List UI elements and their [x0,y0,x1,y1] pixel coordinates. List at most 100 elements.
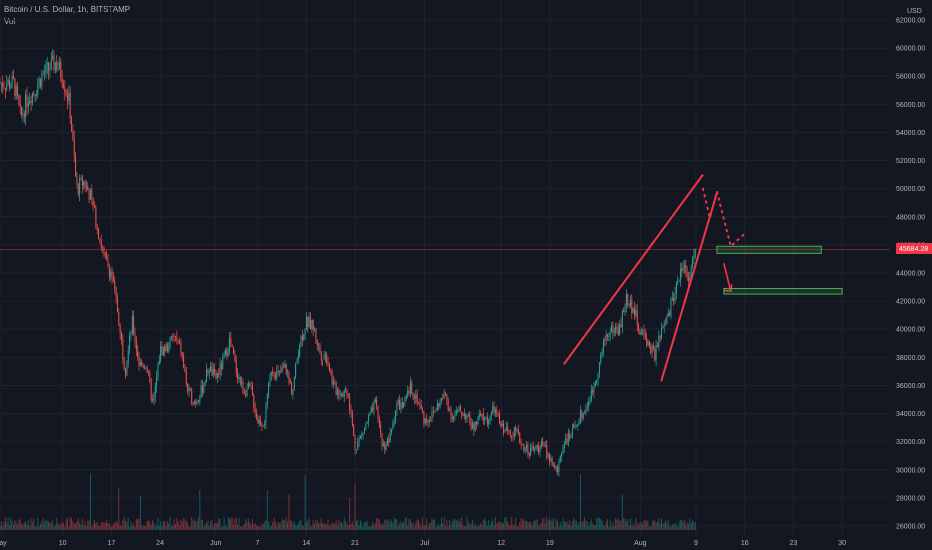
candle-body [135,341,137,350]
volume-bar [169,517,171,530]
volume-bar [480,523,482,530]
volume-bar [569,520,571,530]
volume-bar [288,493,290,530]
volume-bar [440,517,442,530]
candle-body [497,413,499,415]
volume-bar [13,524,14,530]
candle-body [364,428,365,433]
candle-body [686,272,688,278]
candle-body [296,360,298,364]
candle-body [111,271,113,279]
candle-body [357,441,359,450]
volume-bar [492,518,494,530]
volume-bar [189,526,191,530]
candle-body [644,333,646,338]
candle-body [22,114,24,116]
candle-body [165,344,167,351]
candle-body [107,259,109,267]
candle-body [40,78,41,87]
volume-bar [29,526,31,530]
volume-bar [376,518,378,530]
volume-bar [310,526,311,530]
candle-body [620,324,622,328]
candle-body [639,329,641,335]
volume-bar [223,517,225,530]
volume-bar [669,525,671,530]
volume-bar [135,519,137,530]
candle-body [46,62,48,65]
volume-bar [203,525,205,530]
candle-body [499,413,500,423]
candle-body [337,390,338,395]
volume-bar [534,520,536,530]
candle-body [116,297,118,313]
candle-body [520,443,522,445]
candle-body [489,415,491,421]
candle-body [569,433,571,439]
volume-bar [530,521,532,530]
candle-body [29,100,31,104]
candle-body [71,118,73,131]
candle-body [535,445,537,450]
volume-bar [41,521,43,530]
volume-bar [311,525,313,530]
candle-body [277,370,279,372]
volume-bar [324,523,326,530]
candle-body [23,114,25,118]
volume-bar [620,519,622,530]
candle-body [156,376,158,387]
volume-bar [314,523,316,530]
candle-body [214,368,216,372]
volume-bar [107,523,109,530]
volume-bar [266,490,268,530]
volume-bar [181,521,183,530]
candle-body [314,328,316,330]
candle-body [562,447,564,454]
volume-bar [307,520,309,530]
volume-bar [632,523,634,530]
candle-body [218,373,220,375]
volume-bar [80,524,82,530]
candle-body [598,362,600,374]
candle-body [393,421,395,424]
volume-bar [642,524,644,530]
volume-bar [490,521,492,530]
volume-bar [370,526,372,530]
candle-body [338,390,340,396]
volume-bar [548,518,550,530]
candle-body [409,382,411,393]
volume-bar [196,520,198,530]
volume-bar [445,525,446,530]
candle-body [307,316,309,328]
volume-bar [243,524,245,530]
volume-bar [553,517,554,530]
x-tick-label: 10 [59,540,67,547]
candle-body [318,344,320,346]
time-axis: May 10 17 24 Jun 7 14 21 Jul 12 19 Aug 9 16 23 30 [0,540,846,547]
candle-body [266,394,268,406]
volume-bar [73,523,75,530]
volume-bar [403,522,405,530]
candle-body [446,394,448,401]
candle-body [531,446,533,448]
candle-body [311,320,313,330]
volume-bar [91,526,93,530]
volume-bar [150,525,152,530]
candle-body [332,381,334,384]
volume-bar [188,526,190,530]
candle-body [234,354,236,361]
volume-bar [112,523,114,530]
volume-bar [335,520,337,530]
candle-body [492,406,494,413]
x-tick-label: 12 [497,540,505,547]
volume-bar [37,517,39,530]
volume-bar [543,517,545,530]
volume-bar [121,526,122,530]
x-tick-label: 21 [351,540,359,547]
volume-bar [92,523,94,530]
candle-body [183,355,185,368]
candle-body [4,88,6,90]
volume-bar [30,518,32,530]
candle-body [188,388,190,392]
